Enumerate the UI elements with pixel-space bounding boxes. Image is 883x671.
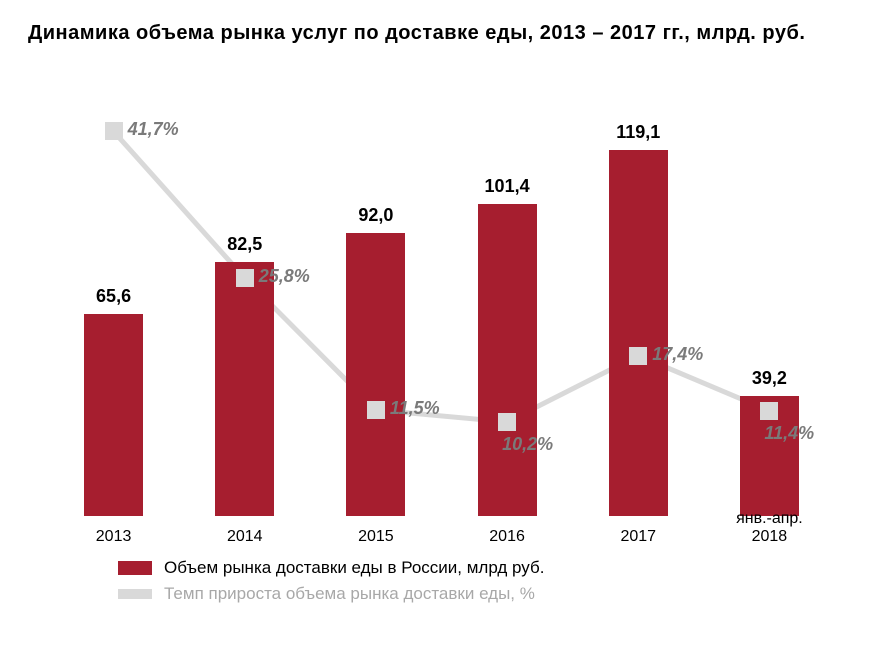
- bar-value-label: 65,6: [84, 286, 143, 307]
- line-marker: [760, 402, 778, 420]
- pct-label: 10,2%: [502, 434, 553, 455]
- bar: 65,6: [84, 314, 143, 516]
- bar-value-label: 101,4: [478, 176, 537, 197]
- line-marker: [367, 401, 385, 419]
- pct-label: 17,4%: [652, 344, 703, 365]
- legend-label-line: Темп прироста объема рынка доставки еды,…: [164, 584, 535, 604]
- line-series-svg: [48, 101, 835, 516]
- bar: 92,0: [346, 233, 405, 516]
- growth-rate-line: [114, 131, 770, 422]
- x-axis-label: 2017: [620, 528, 656, 546]
- chart-plot: 65,6 82,5 92,0 101,4 119,1 39,2 41,7% 25,8% 11,5…: [48, 101, 835, 516]
- x-axis-label: 2015: [358, 528, 394, 546]
- bar-value-label: 82,5: [215, 234, 274, 255]
- legend-item-bars: Объем рынка доставки еды в России, млрд …: [118, 558, 855, 578]
- legend: Объем рынка доставки еды в России, млрд …: [28, 558, 855, 604]
- x-axis-label: 2013: [96, 528, 132, 546]
- legend-swatch-line: [118, 589, 152, 599]
- bar-value-label: 39,2: [740, 368, 799, 389]
- line-marker: [498, 413, 516, 431]
- line-marker: [105, 122, 123, 140]
- pct-label: 11,5%: [390, 398, 440, 419]
- bar-value-label: 119,1: [609, 122, 668, 143]
- pct-label: 25,8%: [259, 266, 310, 287]
- legend-label-bar: Объем рынка доставки еды в России, млрд …: [164, 558, 544, 578]
- pct-label: 41,7%: [128, 119, 179, 140]
- chart-area: 65,6 82,5 92,0 101,4 119,1 39,2 41,7% 25,8% 11,5…: [28, 101, 855, 546]
- legend-item-line: Темп прироста объема рынка доставки еды,…: [118, 584, 855, 604]
- line-marker: [236, 269, 254, 287]
- x-axis-label: янв.-апр. 2018: [727, 510, 813, 546]
- pct-label: 11,4%: [764, 423, 814, 444]
- chart-title: Динамика объема рынка услуг по доставке …: [28, 20, 855, 46]
- x-axis-label: 2016: [489, 528, 525, 546]
- line-marker: [629, 347, 647, 365]
- bar-value-label: 92,0: [346, 205, 405, 226]
- x-axis-label: 2014: [227, 528, 263, 546]
- legend-swatch-bar: [118, 561, 152, 575]
- bar: 119,1: [609, 150, 668, 516]
- bar: 101,4: [478, 204, 537, 516]
- bar: 82,5: [215, 262, 274, 516]
